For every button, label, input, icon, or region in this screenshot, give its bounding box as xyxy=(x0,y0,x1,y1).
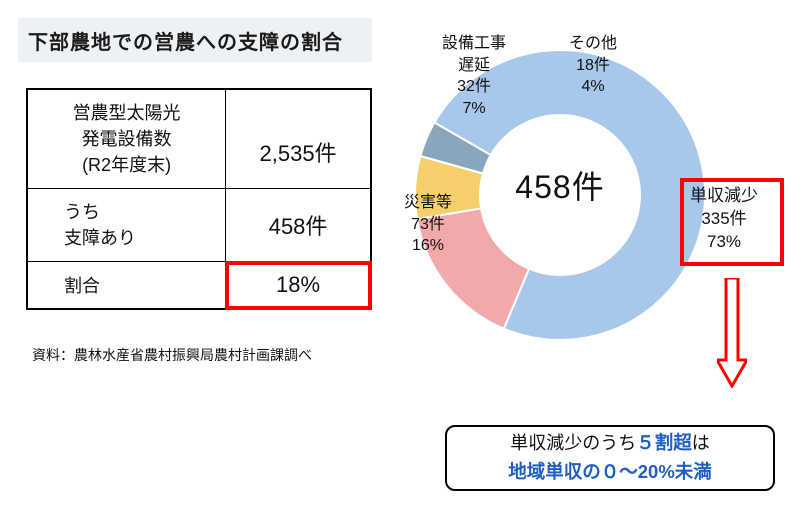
table-value: 2,535件 xyxy=(226,89,371,189)
table-label: 割合 xyxy=(27,262,226,310)
slice-label-delay: 設備工事 遅延 32件 7% xyxy=(442,33,506,119)
slice-label-disaster: 災害等 73件 16% xyxy=(404,192,452,257)
table-value-text: 2,535件 xyxy=(260,141,337,166)
arrow-down-icon xyxy=(717,278,747,388)
footnote-text: 単収減少のうち xyxy=(510,433,636,453)
footnote-line1: 単収減少のうち５割超は xyxy=(510,429,710,458)
source-citation: 資料：農林水産省農村振興局農村計画課調べ xyxy=(32,345,312,365)
slice-label-yield: 単収減少 335件 73% xyxy=(690,185,758,254)
footnote-box: 単収減少のうち５割超は 地域単収の０～20%未満 xyxy=(445,425,775,491)
table-row: うち 支障あり 458件 xyxy=(27,189,371,262)
summary-table: 営農型太陽光 発電設備数 (R2年度末) 2,535件 うち 支障あり 458件… xyxy=(26,88,372,310)
footnote-text: は xyxy=(692,433,710,453)
table-label: 営農型太陽光 発電設備数 (R2年度末) xyxy=(27,89,226,189)
footnote-line2: 地域単収の０～20%未満 xyxy=(508,458,712,487)
section-title: 下部農地での営農への支障の割合 xyxy=(18,18,372,62)
footnote-em: ５割超 xyxy=(636,432,692,453)
table-label: うち 支障あり xyxy=(27,189,226,262)
table-row: 割合 18% xyxy=(27,262,371,310)
footnote-em: 地域単収の０～20%未満 xyxy=(508,461,712,482)
table-value: 458件 xyxy=(226,189,371,262)
table-value-highlighted: 18% xyxy=(226,262,371,310)
table-row: 営農型太陽光 発電設備数 (R2年度末) 2,535件 xyxy=(27,89,371,189)
slice-label-other: その他 18件 4% xyxy=(569,33,617,98)
